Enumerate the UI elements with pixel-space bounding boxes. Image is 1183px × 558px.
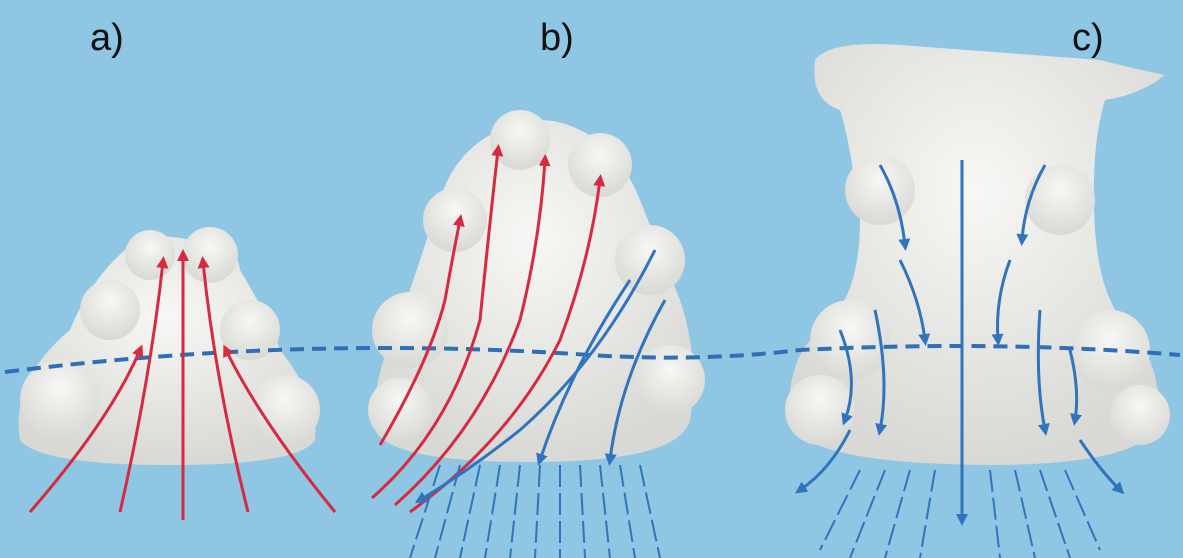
updrafts-a (28, 249, 337, 520)
downdrafts-b (409, 249, 667, 558)
panel-label: b) (540, 17, 574, 59)
updrafts-b (371, 144, 606, 514)
freezing-level (4, 344, 1181, 374)
panel-label: a) (90, 17, 124, 59)
downdrafts-c (795, 160, 1125, 558)
cloud-a (18, 227, 320, 465)
panel-label: c) (1072, 17, 1104, 59)
